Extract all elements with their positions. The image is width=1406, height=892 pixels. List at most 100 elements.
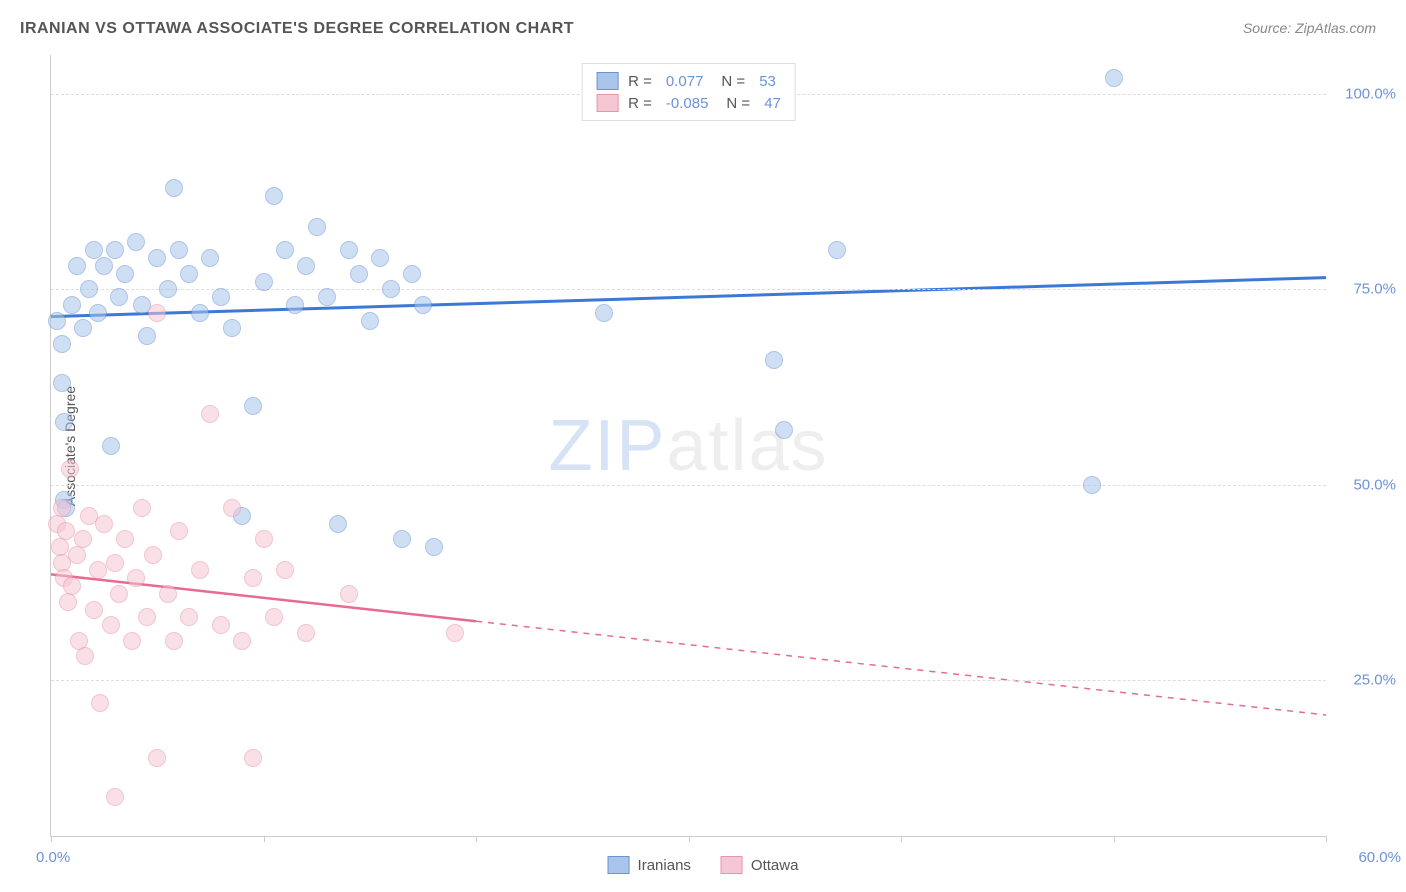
- data-point-ottawa: [102, 616, 120, 634]
- data-point-iranians: [116, 265, 134, 283]
- watermark: ZIPatlas: [548, 405, 828, 487]
- data-point-iranians: [74, 319, 92, 337]
- data-point-ottawa: [159, 585, 177, 603]
- data-point-iranians: [127, 233, 145, 251]
- data-point-iranians: [414, 296, 432, 314]
- data-point-iranians: [170, 241, 188, 259]
- x-tick: [51, 836, 52, 842]
- data-point-iranians: [297, 257, 315, 275]
- data-point-ottawa: [85, 601, 103, 619]
- legend-swatch-icon: [721, 856, 743, 874]
- data-point-ottawa: [180, 608, 198, 626]
- gridline: [51, 485, 1326, 486]
- data-point-ottawa: [244, 569, 262, 587]
- data-point-ottawa: [133, 499, 151, 517]
- data-point-iranians: [191, 304, 209, 322]
- data-point-ottawa: [106, 788, 124, 806]
- legend-item-iranians: Iranians: [608, 856, 691, 874]
- legend-row-iranians: R = 0.077 N = 53: [596, 70, 781, 92]
- data-point-ottawa: [63, 577, 81, 595]
- data-point-ottawa: [89, 561, 107, 579]
- data-point-iranians: [148, 249, 166, 267]
- data-point-ottawa: [123, 632, 141, 650]
- data-point-ottawa: [212, 616, 230, 634]
- data-point-ottawa: [95, 515, 113, 533]
- data-point-iranians: [53, 335, 71, 353]
- trend-lines: [51, 55, 1326, 836]
- r-value-ottawa: -0.085: [666, 95, 709, 112]
- data-point-iranians: [350, 265, 368, 283]
- legend-swatch-ottawa: [596, 94, 618, 112]
- data-point-iranians: [382, 280, 400, 298]
- data-point-iranians: [775, 421, 793, 439]
- data-point-iranians: [68, 257, 86, 275]
- correlation-legend: R = 0.077 N = 53 R = -0.085 N = 47: [581, 63, 796, 121]
- legend-row-ottawa: R = -0.085 N = 47: [596, 92, 781, 114]
- data-point-iranians: [80, 280, 98, 298]
- data-point-iranians: [110, 288, 128, 306]
- data-point-ottawa: [110, 585, 128, 603]
- data-point-iranians: [308, 218, 326, 236]
- data-point-ottawa: [191, 561, 209, 579]
- data-point-iranians: [106, 241, 124, 259]
- legend-swatch-iranians: [596, 72, 618, 90]
- y-tick-label: 50.0%: [1336, 476, 1396, 493]
- x-tick: [1326, 836, 1327, 842]
- data-point-iranians: [276, 241, 294, 259]
- data-point-ottawa: [244, 749, 262, 767]
- x-tick: [476, 836, 477, 842]
- y-tick-label: 100.0%: [1336, 86, 1396, 103]
- data-point-ottawa: [223, 499, 241, 517]
- gridline: [51, 289, 1326, 290]
- data-point-ottawa: [106, 554, 124, 572]
- data-point-ottawa: [233, 632, 251, 650]
- data-point-iranians: [1105, 69, 1123, 87]
- data-point-iranians: [403, 265, 421, 283]
- data-point-ottawa: [144, 546, 162, 564]
- data-point-iranians: [318, 288, 336, 306]
- data-point-iranians: [89, 304, 107, 322]
- data-point-iranians: [393, 530, 411, 548]
- data-point-iranians: [180, 265, 198, 283]
- legend-swatch-icon: [608, 856, 630, 874]
- source-label: Source: ZipAtlas.com: [1243, 20, 1376, 36]
- data-point-iranians: [265, 187, 283, 205]
- data-point-iranians: [765, 351, 783, 369]
- data-point-iranians: [223, 319, 241, 337]
- data-point-ottawa: [297, 624, 315, 642]
- data-point-ottawa: [446, 624, 464, 642]
- data-point-ottawa: [255, 530, 273, 548]
- series-legend: Iranians Ottawa: [608, 856, 799, 874]
- data-point-ottawa: [138, 608, 156, 626]
- data-point-iranians: [55, 413, 73, 431]
- x-tick-label: 60.0%: [1358, 849, 1401, 866]
- data-point-ottawa: [127, 569, 145, 587]
- data-point-iranians: [371, 249, 389, 267]
- data-point-iranians: [425, 538, 443, 556]
- data-point-iranians: [286, 296, 304, 314]
- n-value-ottawa: 47: [764, 95, 781, 112]
- x-tick: [689, 836, 690, 842]
- data-point-iranians: [201, 249, 219, 267]
- data-point-ottawa: [148, 304, 166, 322]
- data-point-iranians: [340, 241, 358, 259]
- x-tick: [1114, 836, 1115, 842]
- data-point-ottawa: [68, 546, 86, 564]
- data-point-iranians: [244, 397, 262, 415]
- data-point-ottawa: [276, 561, 294, 579]
- data-point-ottawa: [265, 608, 283, 626]
- y-tick-label: 75.0%: [1336, 281, 1396, 298]
- data-point-iranians: [595, 304, 613, 322]
- plot-area: ZIPatlas R = 0.077 N = 53 R = -0.085 N =…: [50, 55, 1326, 837]
- data-point-ottawa: [148, 749, 166, 767]
- data-point-ottawa: [201, 405, 219, 423]
- data-point-iranians: [53, 374, 71, 392]
- data-point-iranians: [63, 296, 81, 314]
- r-value-iranians: 0.077: [666, 73, 704, 90]
- data-point-ottawa: [57, 522, 75, 540]
- data-point-ottawa: [340, 585, 358, 603]
- data-point-iranians: [95, 257, 113, 275]
- data-point-iranians: [165, 179, 183, 197]
- gridline: [51, 680, 1326, 681]
- data-point-iranians: [159, 280, 177, 298]
